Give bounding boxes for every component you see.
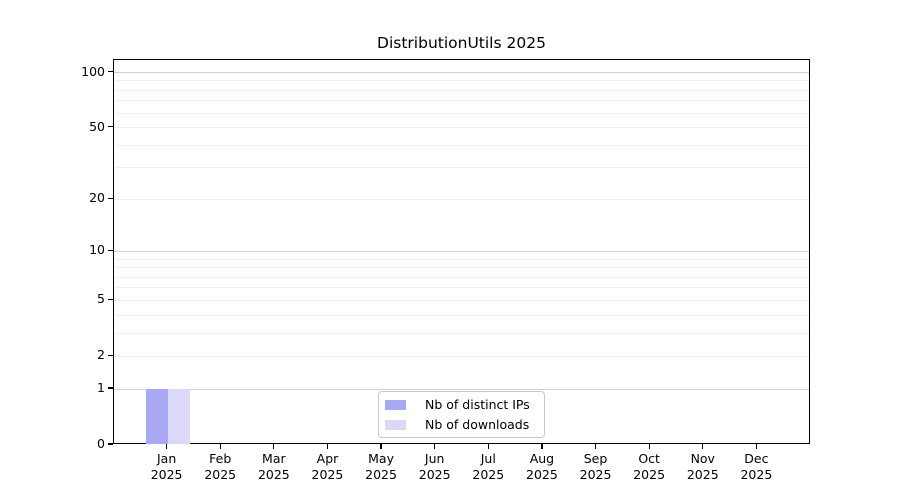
x-tick-year: 2025	[150, 466, 183, 482]
x-tick-mark	[594, 444, 597, 449]
x-tick-mark	[165, 444, 168, 449]
legend-entry-1: Nb of downloads	[385, 417, 536, 432]
y-gridline-minor	[114, 100, 809, 102]
x-tick-year: 2025	[686, 466, 719, 482]
y-tick-mark	[108, 249, 113, 252]
x-tick-month: May	[368, 451, 394, 466]
x-tick-label-feb: Feb 2025	[188, 451, 252, 482]
x-tick-month: Nov	[690, 451, 715, 466]
legend-box: Nb of distinct IPs Nb of downloads	[378, 391, 545, 438]
x-tick-month: Sep	[583, 451, 608, 466]
y-gridline-minor	[114, 127, 809, 129]
x-tick-label-jun: Jun 2025	[403, 451, 467, 482]
y-tick-label: 50	[89, 118, 105, 134]
x-tick-month: Feb	[209, 451, 232, 466]
x-tick-mark	[702, 444, 704, 449]
legend-label: Nb of downloads	[425, 417, 530, 432]
x-tick-mark	[326, 444, 329, 449]
x-tick-label-aug: Aug 2025	[510, 451, 574, 482]
x-tick-year: 2025	[204, 466, 237, 482]
bar-jan-s1	[167, 389, 190, 444]
legend-label: Nb of distinct IPs	[425, 397, 530, 412]
x-tick-month: Jul	[480, 451, 496, 466]
x-tick-year: 2025	[418, 466, 451, 482]
y-gridline-major	[114, 388, 809, 390]
y-gridline-minor	[114, 267, 809, 269]
chart-title: DistributionUtils 2025	[377, 34, 546, 52]
y-gridline-minor	[114, 144, 809, 146]
y-tick-mark	[108, 387, 113, 389]
x-tick-label-sep: Sep 2025	[564, 451, 628, 482]
legend-swatch-icon	[385, 419, 406, 430]
y-tick-label: 1	[97, 380, 105, 396]
y-tick-mark	[108, 354, 113, 356]
y-gridline-minor	[114, 276, 809, 278]
y-tick-label: 10	[89, 242, 105, 258]
bar-jan-s0	[145, 389, 168, 444]
x-tick-label-jul: Jul 2025	[456, 451, 520, 482]
y-tick-mark	[108, 298, 113, 301]
y-tick-label: 0	[97, 436, 105, 451]
y-tick-label: 100	[81, 63, 105, 79]
x-tick-mark	[219, 444, 221, 449]
legend-swatch-icon	[385, 399, 406, 410]
x-tick-month: Jun	[424, 451, 445, 466]
x-tick-mark	[380, 444, 382, 449]
x-tick-year: 2025	[579, 466, 612, 482]
x-tick-mark	[434, 444, 436, 449]
x-tick-mark	[541, 444, 543, 449]
plot-area	[113, 59, 810, 444]
y-tick-mark	[108, 126, 113, 128]
x-tick-month: Dec	[744, 451, 769, 466]
y-gridline-minor	[114, 258, 809, 260]
y-gridline-minor	[114, 89, 809, 91]
y-gridline-major	[114, 72, 809, 74]
x-tick-mark	[273, 444, 275, 449]
x-tick-year: 2025	[472, 466, 505, 482]
x-tick-label-jan: Jan 2025	[135, 451, 199, 482]
x-tick-year: 2025	[526, 466, 558, 482]
x-tick-month: Aug	[529, 451, 555, 466]
y-tick-label: 20	[89, 190, 105, 206]
y-tick-mark	[108, 443, 113, 445]
y-gridline-minor	[114, 355, 809, 357]
y-gridline-major	[114, 250, 809, 252]
x-tick-label-dec: Dec 2025	[724, 451, 788, 482]
x-tick-label-mar: Mar 2025	[242, 451, 306, 482]
x-tick-month: Jan	[156, 451, 177, 466]
x-tick-mark	[648, 444, 650, 449]
y-tick-mark	[108, 197, 113, 199]
x-tick-mark	[487, 444, 489, 449]
x-tick-label-nov: Nov 2025	[671, 451, 735, 482]
x-tick-year: 2025	[365, 466, 397, 482]
y-gridline-minor	[114, 80, 809, 82]
y-gridline-minor	[114, 112, 809, 114]
y-tick-label: 5	[97, 291, 105, 307]
y-tick-label: 2	[97, 347, 105, 363]
x-tick-label-apr: Apr 2025	[295, 451, 359, 482]
x-tick-label-oct: Oct 2025	[617, 451, 681, 482]
y-gridline-minor	[114, 287, 809, 289]
x-tick-year: 2025	[633, 466, 666, 482]
y-gridline-minor	[114, 332, 809, 334]
x-tick-month: Apr	[316, 451, 339, 466]
x-tick-month: Mar	[262, 451, 286, 466]
legend-entry-0: Nb of distinct IPs	[385, 397, 536, 412]
y-tick-mark	[108, 70, 113, 73]
x-tick-label-may: May 2025	[349, 451, 413, 482]
x-tick-mark	[755, 444, 758, 449]
x-tick-year: 2025	[257, 466, 290, 482]
y-gridline-minor	[114, 299, 809, 301]
x-tick-year: 2025	[311, 466, 344, 482]
x-tick-year: 2025	[740, 466, 773, 482]
y-gridline-minor	[114, 198, 809, 200]
y-gridline-minor	[114, 314, 809, 316]
y-gridline-minor	[114, 167, 809, 169]
x-tick-month: Oct	[638, 451, 660, 466]
